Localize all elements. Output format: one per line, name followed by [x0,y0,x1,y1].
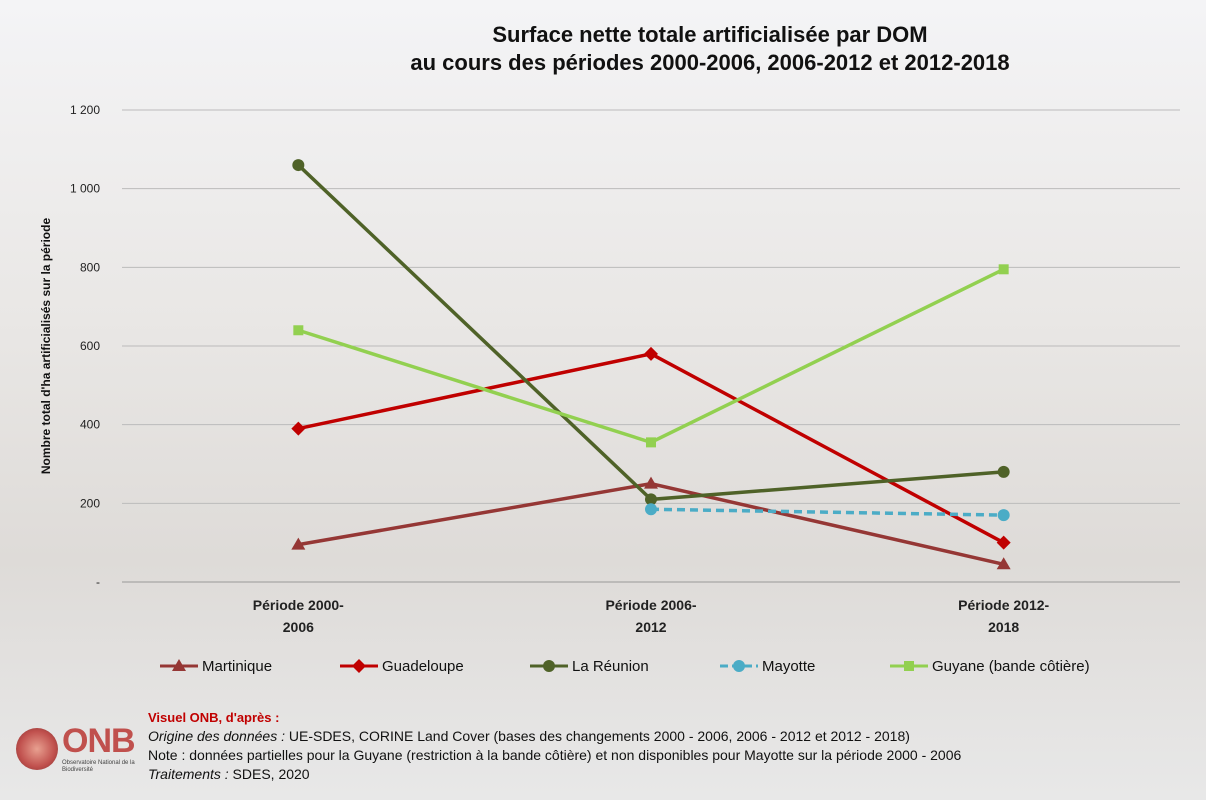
series [293,264,1009,448]
legend-label: Guadeloupe [382,658,464,675]
source-label: Origine des données : [148,728,285,744]
legend-marker [543,660,555,672]
logo-emblem [16,728,58,770]
logo: ONB Observatoire National de la Biodiver… [14,722,140,778]
marker [645,503,657,516]
marker [644,476,658,489]
legend-label: Mayotte [762,658,815,675]
x-tick-label: Période 2006-2012 [605,597,697,635]
marker [291,537,306,550]
logo-acronym: ONB [62,722,136,760]
marker [646,437,656,448]
y-tick-label: 600 [80,339,100,353]
marker [996,535,1011,550]
legend-marker [904,661,914,671]
y-axis-label: Nombre total d'ha artificialisés sur la … [39,218,53,475]
legend-label: Martinique [202,658,272,675]
processing-text: SDES, 2020 [232,766,310,782]
chart-subtitle: au cours des périodes 2000-2006, 2006-20… [410,50,1009,75]
series [292,159,1010,506]
logo-name: Observatoire National de la Biodiversité [62,760,135,773]
legend-marker [733,660,745,672]
series-line [650,507,1004,517]
marker [997,465,1010,478]
footer: Visuel ONB, d'après : Origine des donnée… [148,708,961,784]
series [291,476,1011,570]
marker [645,493,657,506]
y-tick-label: 800 [80,260,100,274]
y-tick-label: 1 000 [70,182,100,196]
legend-label: Guyane (bande côtière) [932,658,1090,675]
y-tick-label: 1 200 [70,103,100,117]
footer-processing: Traitements : SDES, 2020 [148,765,961,784]
footer-note: Note : données partielles pour la Guyane… [148,747,962,763]
marker [291,421,306,436]
series-line [297,163,1004,502]
marker [293,325,304,336]
chart-title: Surface nette totale artificialisée par … [492,22,927,47]
processing-label: Traitements : [148,766,229,782]
legend-marker [352,659,366,673]
source-text: UE-SDES, CORINE Land Cover (bases des ch… [288,728,910,744]
legend-label: La Réunion [572,658,649,675]
series [291,346,1011,550]
marker [997,509,1010,522]
marker [998,264,1009,275]
legend-marker [172,659,186,671]
y-tick-label: 400 [80,418,100,432]
y-tick-label: - [96,575,100,589]
marker [996,557,1011,570]
series [645,503,1010,522]
x-tick-label: Période 2012-2018 [958,597,1050,635]
footer-heading: Visuel ONB, d'après : [148,710,280,725]
x-tick-label: Période 2000-2006 [252,597,344,635]
footer-source: Origine des données : UE-SDES, CORINE La… [148,727,961,746]
y-tick-label: 200 [80,496,100,510]
marker [292,159,305,172]
marker [644,346,658,361]
